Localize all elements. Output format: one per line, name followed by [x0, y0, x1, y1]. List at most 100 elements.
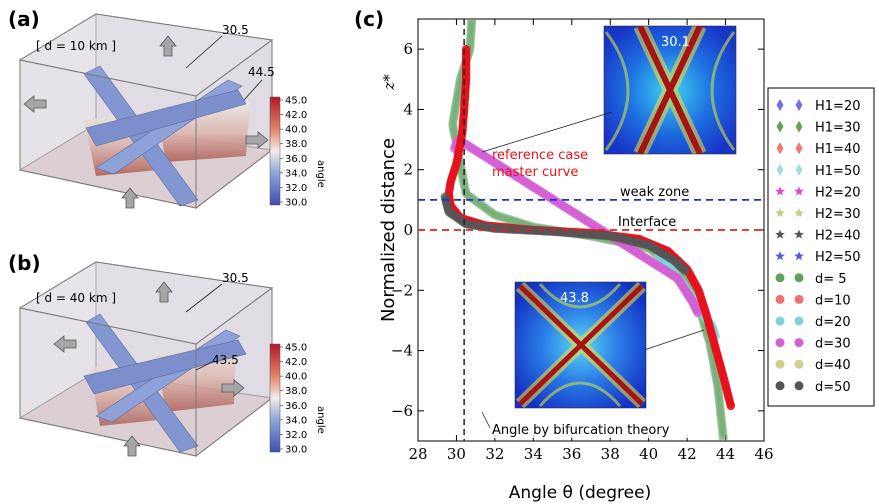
panel-c-label: (c): [354, 7, 384, 31]
leader-b-side: [195, 361, 213, 371]
legend-star-icon: [775, 229, 785, 239]
y-tick-label: 6: [403, 40, 413, 58]
legend-label: d= 5: [815, 272, 847, 287]
panel-c: (c) Normalized distance z* Angle θ (degr…: [354, 7, 875, 503]
series-d-50: [440, 192, 690, 276]
data-point: [485, 206, 495, 216]
reference-lines: [418, 19, 764, 441]
data-point: [449, 109, 459, 119]
data-point: [448, 117, 458, 127]
data-point: [466, 25, 476, 35]
data-point: [449, 128, 459, 138]
data-point: [451, 98, 461, 108]
legend-star-icon: [794, 229, 804, 239]
colorbar-b-ramp: [269, 343, 281, 453]
legend-diamond-icon: [776, 163, 784, 176]
colorbar-tick-label: 45.0: [285, 343, 307, 354]
bifurcation-label: Angle by bifurcation theory: [492, 423, 670, 438]
legend-diamond-icon: [795, 163, 803, 176]
data-point: [498, 212, 508, 223]
data-point: [717, 425, 728, 435]
arrow-top-icon: [155, 281, 173, 303]
colorbar-tick-label: 34.0: [285, 415, 307, 426]
x-tick-label: 30: [447, 445, 466, 463]
x-tick-label: 32: [485, 445, 504, 463]
legend-label: H1=50: [815, 164, 860, 179]
data-point: [717, 416, 727, 427]
y-tick-label: −4: [391, 342, 413, 360]
data-point: [451, 100, 461, 110]
data-point: [468, 194, 478, 204]
panel-a-colorbar: 45.0 42.0 40.0 38.0 36.0 34.0 32.0 30.0 angle: [269, 96, 326, 209]
data-point: [718, 429, 728, 440]
leader-a-side: [243, 79, 263, 101]
slab-horizontal: [85, 89, 247, 147]
data-point: [494, 211, 504, 221]
legend-circle-icon: [775, 381, 785, 391]
data-point: [466, 33, 476, 44]
series-layer: [440, 19, 735, 441]
panel-a: (a) [ d = 10 km ] 30.5 44.5 45.042.: [8, 7, 326, 210]
panel-b-depth: [ d = 40 km ]: [36, 291, 116, 305]
inset-bottom: 43.8: [514, 281, 705, 409]
data-point: [716, 412, 726, 422]
slab-diagonal-1: [83, 65, 199, 207]
data-point: [459, 180, 469, 190]
slab-diagonal-1: [85, 313, 199, 453]
data-point: [716, 410, 726, 420]
legend-circle-icon: [794, 273, 804, 283]
legend-circle-icon: [794, 359, 804, 369]
data-point: [508, 216, 518, 226]
data-point: [714, 393, 724, 403]
legend-circle-icon: [794, 294, 804, 304]
data-point: [713, 382, 723, 392]
data-point: [467, 19, 477, 24]
legend-label: H1=30: [815, 121, 860, 136]
arrow-top-icon: [159, 35, 177, 57]
data-point: [496, 212, 506, 222]
legend-diamond-icon: [795, 120, 803, 133]
panel-b-angle-side: 43.5: [212, 353, 239, 367]
data-point: [716, 414, 726, 424]
panel-b-box: [18, 261, 274, 458]
legend-circle-icon: [794, 381, 804, 391]
data-point: [681, 266, 690, 276]
data-point: [448, 122, 458, 132]
data-point: [465, 35, 475, 46]
data-point: [714, 388, 724, 398]
colorbar-a-title: angle: [315, 160, 326, 188]
data-point: [717, 421, 727, 431]
legend-label: H2=30: [815, 207, 860, 222]
colorbar-tick-label: 42.0: [285, 357, 307, 368]
legend-star-icon: [775, 186, 785, 196]
inset-top-value: 30.1: [661, 35, 690, 50]
panel-a-angle-side: 44.5: [248, 65, 275, 79]
data-point: [450, 107, 460, 117]
legend-label: d=10: [815, 293, 851, 308]
panel-a-angle-top: 30.5: [222, 23, 249, 37]
master-curve-label-line2: master curve: [492, 165, 578, 180]
legend-circle-icon: [775, 338, 785, 348]
colorbar-b-title: angle: [315, 406, 326, 434]
data-point: [726, 401, 735, 411]
data-point: [449, 111, 459, 121]
panel-b-angle-top: 30.5: [222, 271, 249, 285]
inset-bottom-leader: [643, 329, 705, 351]
x-tick-label: 40: [639, 445, 658, 463]
x-tick-label: 34: [524, 445, 543, 463]
x-tick-label: 36: [562, 445, 581, 463]
data-point: [715, 403, 725, 413]
data-point: [448, 124, 458, 134]
legend-circle-icon: [775, 273, 785, 283]
colorbar-tick-label: 34.0: [285, 168, 307, 179]
data-point: [483, 205, 493, 215]
data-point: [715, 406, 726, 416]
data-point: [480, 202, 490, 213]
data-point: [716, 408, 726, 418]
data-point: [714, 390, 724, 400]
leader-a-top: [185, 35, 223, 69]
data-point: [711, 371, 721, 381]
colorbar-tick-label: 38.0: [285, 139, 307, 150]
colorbar-a-ramp: [269, 96, 281, 206]
